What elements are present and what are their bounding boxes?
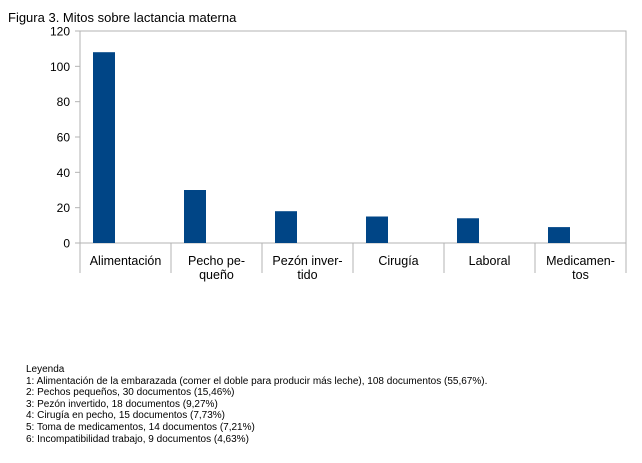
legend-item-4: 4: Cirugía en pecho, 15 documentos (7,73… (26, 410, 226, 422)
y-tick-label: 100 (50, 60, 70, 74)
chart-title: Figura 3. Mitos sobre lactancia materna (8, 10, 237, 25)
legend-item-3: 3: Pezón invertido, 18 documentos (9,27%… (26, 398, 218, 410)
bar (275, 211, 297, 243)
y-tick-label: 120 (50, 25, 70, 39)
x-tick-label: Pezón inver-tido (272, 254, 342, 282)
x-tick-label: Alimentación (90, 254, 162, 268)
bar (93, 52, 115, 244)
bar (366, 216, 388, 243)
legend-item-1: 1: Alimentación de la embarazada (comer … (26, 375, 488, 387)
y-tick-label: 0 (63, 237, 70, 251)
y-tick-label: 60 (57, 131, 71, 145)
bar (548, 227, 570, 243)
legend-item-2: 2: Pechos pequeños, 30 documentos (15,46… (26, 387, 235, 399)
chart-legend: Leyenda 1: Alimentación de la embarazada… (26, 364, 487, 445)
x-tick-label: Medicamen-tos (546, 254, 615, 282)
y-tick-label: 20 (57, 201, 71, 215)
x-tick-label: Laboral (469, 254, 511, 268)
legend-item-6: 6: Incompatibilidad trabajo, 9 documento… (26, 433, 249, 445)
y-tick-label: 40 (57, 166, 71, 180)
x-tick-label: Pecho pe-queño (188, 254, 245, 282)
bar (457, 218, 479, 243)
legend-item-5: 5: Toma de medicamentos, 14 documentos (… (26, 421, 255, 433)
x-tick-label: Cirugía (378, 254, 418, 268)
y-tick-label: 80 (57, 95, 71, 109)
bar (184, 190, 206, 243)
legend-heading: Leyenda (26, 364, 65, 375)
plot-frame (79, 30, 627, 244)
bar-chart: 0 20 40 60 80 100 120 Alimentación Pecho pe-queñ… (50, 25, 627, 282)
